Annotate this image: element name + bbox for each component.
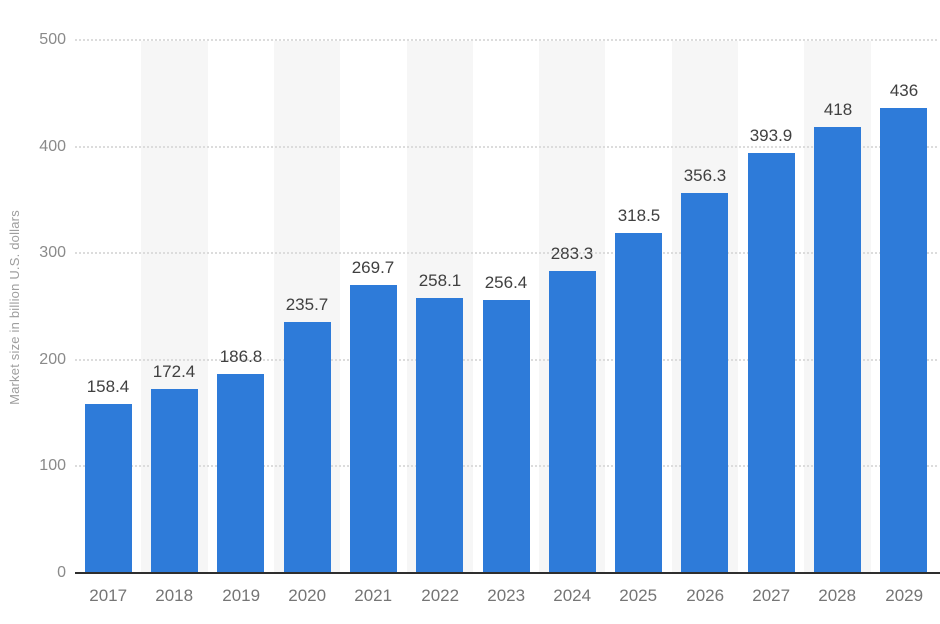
y-axis-tick-label: 0 (57, 564, 66, 581)
y-axis-tick-label: 100 (39, 457, 66, 475)
x-axis-tick-label: 2021 (354, 586, 393, 605)
bar-value-label: 172.4 (152, 362, 196, 381)
bar-value-label: 269.7 (351, 258, 395, 277)
x-axis-tick-label: 2023 (487, 586, 526, 605)
bar-2019[interactable] (217, 374, 264, 573)
x-axis-tick-label: 2020 (288, 586, 327, 605)
x-axis-tick-label: 2025 (619, 586, 658, 605)
bar-2026[interactable] (681, 193, 728, 573)
y-axis-tick-label: 400 (39, 137, 66, 155)
x-axis-line (75, 572, 940, 574)
gridline (75, 39, 937, 41)
bar-value-label: 318.5 (617, 206, 661, 225)
bar-value-label: 283.3 (550, 244, 594, 263)
bar-value-label: 258.1 (418, 271, 462, 290)
bar-2018[interactable] (151, 389, 198, 573)
x-axis-tick-label: 2026 (686, 586, 725, 605)
bar-2022[interactable] (416, 298, 463, 573)
x-axis-tick-label: 2018 (155, 586, 194, 605)
bar-2024[interactable] (549, 271, 596, 573)
bar-value-label: 393.9 (749, 126, 793, 145)
y-axis-tick-label: 300 (39, 244, 66, 262)
x-axis-tick-label: 2027 (752, 586, 791, 605)
x-axis-tick-label: 2017 (89, 586, 128, 605)
x-axis-tick-label: 2019 (222, 586, 261, 605)
x-axis-tick-label: 2028 (818, 586, 857, 605)
gridline (75, 145, 937, 148)
bar-value-label: 235.7 (285, 295, 329, 314)
bar-value-label: 356.3 (683, 166, 727, 185)
bar-2025[interactable] (615, 233, 662, 573)
bar-value-label: 256.4 (484, 273, 528, 292)
x-axis-tick-label: 2024 (553, 586, 592, 605)
bar-2017[interactable] (85, 404, 132, 573)
bar-value-label: 418 (823, 100, 853, 119)
bar-2027[interactable] (748, 153, 795, 573)
y-axis-tick-label: 500 (39, 31, 66, 48)
bar-2020[interactable] (284, 322, 331, 573)
bar-2021[interactable] (350, 285, 397, 573)
bar-2023[interactable] (483, 300, 530, 573)
bar-2029[interactable] (880, 108, 927, 573)
x-axis-tick-label: 2029 (885, 586, 924, 605)
gridline (75, 252, 937, 255)
bar-value-label: 158.4 (86, 377, 130, 396)
bar-value-label: 436 (889, 81, 919, 100)
bar-value-label: 186.8 (219, 347, 263, 366)
x-axis-tick-label: 2022 (421, 586, 460, 605)
y-axis-tick-label: 200 (39, 350, 66, 368)
bar-2028[interactable] (814, 127, 861, 573)
